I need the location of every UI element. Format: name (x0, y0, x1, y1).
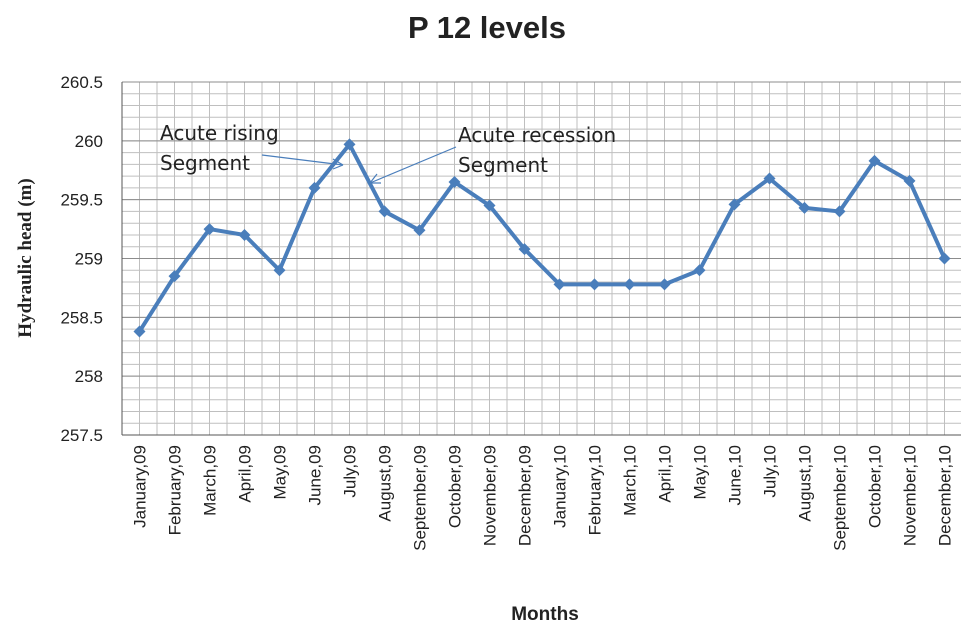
y-tick-label: 257.5 (60, 426, 103, 445)
data-point (238, 228, 251, 241)
data-point (273, 264, 286, 277)
y-tick-label: 259.5 (60, 191, 103, 210)
arrow-head (369, 173, 381, 184)
y-tick-label: 259 (75, 250, 103, 269)
y-tick-label: 260.5 (60, 73, 103, 92)
data-point (623, 278, 636, 291)
data-point (693, 264, 706, 277)
data-point (378, 205, 391, 218)
x-axis-label: Months (511, 604, 579, 625)
data-point (203, 223, 216, 236)
data-point (448, 176, 461, 189)
x-tick-label: December,09 (516, 445, 535, 546)
x-tick-label: April,09 (236, 445, 255, 503)
data-point (518, 243, 531, 256)
data-point (833, 205, 846, 218)
data-point (903, 174, 916, 187)
x-tick-label: March,09 (201, 445, 220, 516)
annotation: Acute recession (458, 123, 616, 147)
x-tick-label: December,10 (936, 445, 955, 546)
data-point (868, 154, 881, 167)
x-tick-label: August,09 (376, 445, 395, 522)
data-point (728, 198, 741, 211)
x-tick-label: May,10 (691, 445, 710, 500)
data-line (137, 142, 947, 333)
arrow (261, 154, 344, 166)
x-tick-label: May,09 (271, 445, 290, 500)
data-point (588, 278, 601, 291)
arrow (369, 146, 457, 184)
data-point (413, 224, 426, 237)
plot (133, 138, 951, 338)
data-point (798, 201, 811, 214)
x-tick-label: January,09 (131, 445, 150, 528)
x-tick-label: July,10 (761, 445, 780, 498)
x-tick-label: October,09 (446, 445, 465, 528)
data-point (133, 325, 146, 338)
x-tick-label: April,10 (656, 445, 675, 503)
annotation: Acute rising (160, 121, 279, 145)
annotation: Segment (458, 153, 548, 177)
data-point (168, 270, 181, 283)
x-tick-label: November,09 (481, 445, 500, 546)
chart-title: P 12 levels (408, 10, 566, 45)
data-point (483, 199, 496, 212)
y-tick-label: 258.5 (60, 308, 103, 327)
y-tick-label: 260 (75, 132, 103, 151)
x-tick-label: June,10 (726, 445, 745, 506)
annotation: Segment (160, 151, 250, 175)
x-tick-label: October,10 (866, 445, 885, 528)
x-tick-label: February,09 (166, 445, 185, 535)
x-tick-label: September,09 (411, 445, 430, 551)
x-tick-label: March,10 (621, 445, 640, 516)
x-tick-label: November,10 (901, 445, 920, 546)
x-tick-label: July,09 (341, 445, 360, 498)
data-point (763, 172, 776, 185)
grid (121, 81, 961, 436)
data-point (343, 138, 356, 151)
y-tick-label: 258 (75, 367, 103, 386)
arrow-head (332, 158, 344, 170)
x-tick-label: September,10 (831, 445, 850, 551)
x-tick-label: August,10 (796, 445, 815, 522)
data-point (553, 278, 566, 291)
y-axis-label: Hydraulic head (m) (15, 178, 36, 337)
x-tick-label: February,10 (586, 445, 605, 535)
data-point (308, 181, 321, 194)
data-point (938, 252, 951, 265)
data-point (658, 278, 671, 291)
x-tick-label: June,09 (306, 445, 325, 506)
x-tick-label: January,10 (551, 445, 570, 528)
